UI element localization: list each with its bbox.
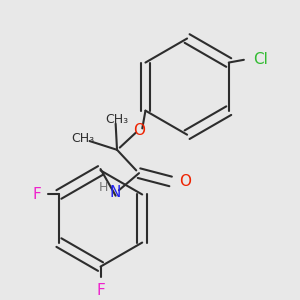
Text: F: F: [32, 187, 41, 202]
Text: Cl: Cl: [253, 52, 268, 67]
Text: F: F: [96, 283, 105, 298]
Text: H: H: [99, 181, 108, 194]
Text: CH₃: CH₃: [71, 132, 94, 145]
Text: N: N: [110, 185, 121, 200]
Text: O: O: [179, 174, 191, 189]
Text: CH₃: CH₃: [106, 113, 129, 126]
Text: O: O: [133, 123, 145, 138]
